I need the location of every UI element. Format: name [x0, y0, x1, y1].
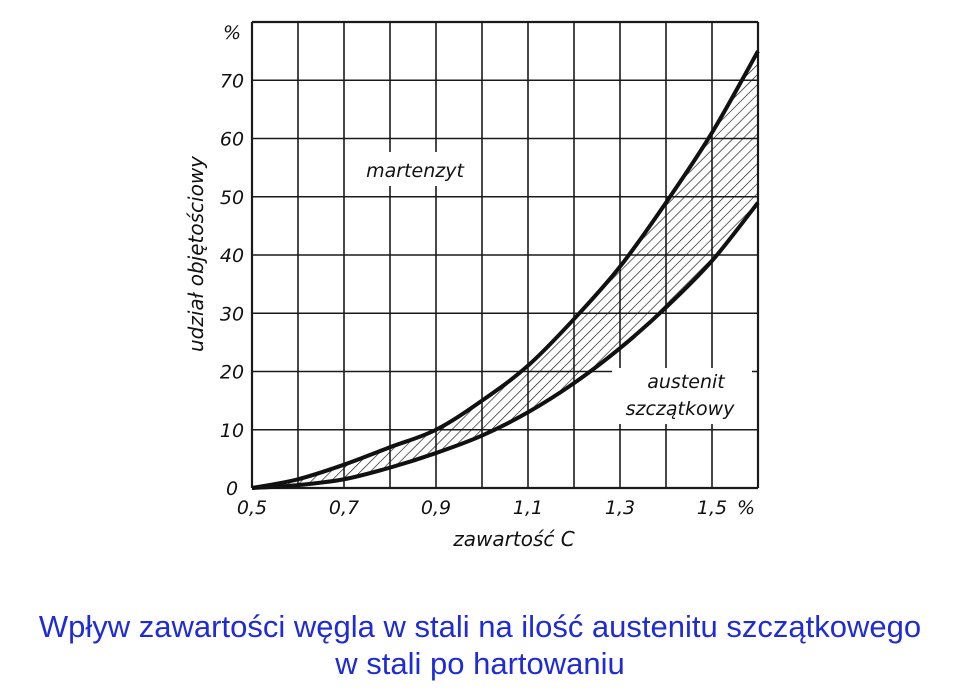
x-tick-label: 0,9: [421, 497, 451, 519]
x-tick-label: 1,5: [697, 497, 727, 519]
x-unit-label: %: [737, 497, 755, 519]
y-tick-label: 70: [220, 70, 244, 92]
y-tick-label: 20: [220, 362, 244, 384]
y-tick-label: 50: [220, 187, 244, 209]
austenit-label-bg: [612, 368, 752, 424]
y-axis-title: udział objętościowy: [184, 155, 208, 352]
y-unit-label: %: [223, 22, 241, 44]
x-tick-label: 0,5: [237, 497, 267, 519]
y-tick-label: 0: [226, 478, 238, 500]
chart: 0 10 20 30 40 50 60 70 0,5 0,7 0,9 1,1 1,3 1,5 udział…: [184, 20, 760, 551]
chart-svg: 0 10 20 30 40 50 60 70 0,5 0,7 0,9 1,1 1,3 1,5 udział…: [184, 20, 760, 551]
martenzyt-label-bg: [354, 152, 476, 186]
y-tick-label: 10: [220, 420, 244, 442]
x-tick-label: 1,3: [605, 497, 635, 519]
martenzyt-label: martenzyt: [366, 160, 465, 182]
x-tick-label: 0,7: [329, 497, 359, 519]
austenit-label: austenit: [647, 371, 726, 393]
y-tick-label: 60: [220, 129, 244, 151]
retained-austenite-band: [252, 51, 758, 488]
tick-labels: 0 10 20 30 40 50 60 70 0,5 0,7 0,9 1,1 1,3 1,5: [220, 70, 727, 519]
szczatkowy-label: szczątkowy: [626, 398, 736, 420]
hatched-band: [252, 51, 758, 488]
y-tick-label: 30: [220, 303, 244, 325]
y-tick-label: 40: [220, 245, 244, 267]
caption-line-1: Wpływ zawartości węgla w stali na ilość …: [38, 609, 922, 644]
x-tick-label: 1,1: [513, 497, 543, 519]
caption: Wpływ zawartości węgla w stali na ilość …: [0, 608, 960, 682]
caption-line-2: w stali po hartowaniu: [335, 646, 625, 681]
lower-curve: [251, 201, 760, 490]
upper-curve: [251, 50, 760, 490]
curves: [251, 50, 760, 490]
x-axis-title: zawartość C: [452, 527, 574, 551]
